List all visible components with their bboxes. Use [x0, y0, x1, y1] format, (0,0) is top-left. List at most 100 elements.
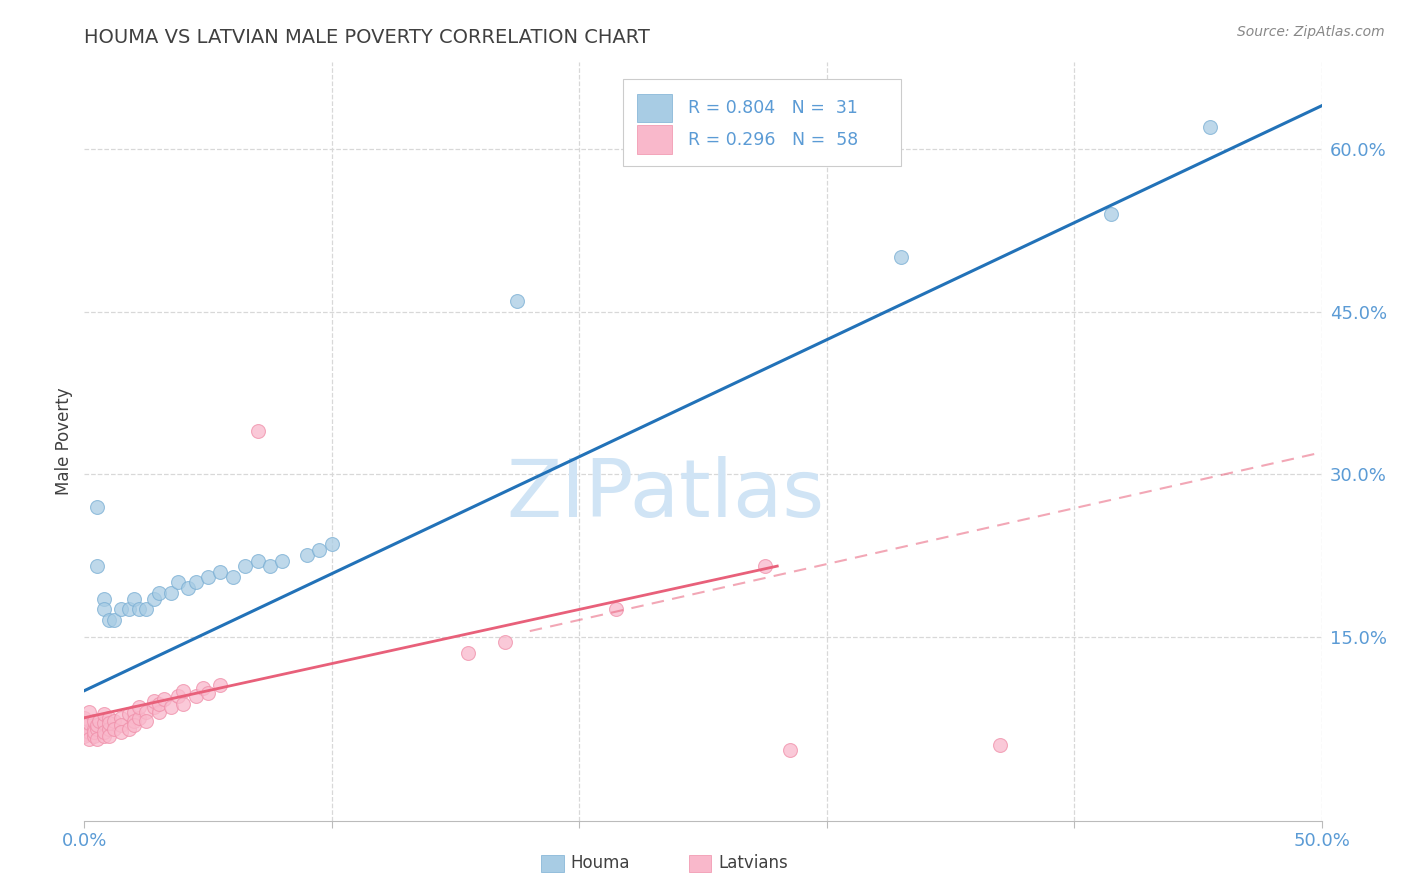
Point: [148, 697, 170, 711]
Point: [103, 722, 125, 736]
Point: [93, 602, 115, 616]
Point: [110, 724, 132, 739]
Point: [122, 718, 145, 732]
Point: [122, 591, 145, 606]
Point: [259, 559, 281, 574]
Point: [135, 714, 157, 728]
Point: [142, 591, 165, 606]
Point: [308, 542, 330, 557]
Point: [79, 732, 101, 747]
Point: [86, 500, 108, 514]
Point: [98, 716, 121, 731]
Point: [110, 718, 132, 732]
Point: [86, 718, 108, 732]
Point: [73, 711, 96, 725]
Point: [89, 714, 111, 728]
Point: [172, 697, 194, 711]
Point: [110, 711, 132, 725]
Point: [135, 706, 157, 720]
Point: [209, 678, 232, 692]
Point: [148, 586, 170, 600]
Point: [191, 681, 214, 696]
Point: [73, 729, 96, 743]
Point: [1199, 120, 1222, 135]
Point: [98, 613, 121, 627]
Point: [98, 722, 121, 736]
Point: [988, 738, 1011, 752]
Text: Source: ZipAtlas.com: Source: ZipAtlas.com: [1237, 25, 1385, 39]
Point: [110, 602, 132, 616]
Bar: [637, 126, 672, 154]
Point: [128, 711, 150, 725]
Point: [79, 724, 101, 739]
Point: [128, 699, 150, 714]
Point: [184, 575, 207, 590]
Point: [184, 689, 207, 703]
Point: [83, 724, 105, 739]
Point: [209, 565, 232, 579]
Point: [1099, 207, 1122, 221]
FancyBboxPatch shape: [623, 79, 901, 166]
Point: [79, 706, 101, 720]
Point: [118, 707, 141, 722]
Point: [135, 602, 157, 616]
Point: [148, 706, 170, 720]
Point: [118, 722, 141, 736]
Text: Houma: Houma: [571, 855, 630, 872]
Point: [83, 722, 105, 736]
Point: [457, 646, 479, 660]
Point: [246, 554, 269, 568]
Point: [86, 559, 108, 574]
Text: R = 0.804   N =  31: R = 0.804 N = 31: [688, 99, 858, 117]
Point: [160, 699, 183, 714]
Point: [83, 729, 105, 743]
Point: [142, 699, 165, 714]
Point: [103, 613, 125, 627]
Text: R = 0.296   N =  58: R = 0.296 N = 58: [688, 131, 859, 149]
Point: [172, 683, 194, 698]
Text: Latvians: Latvians: [718, 855, 789, 872]
Point: [93, 591, 115, 606]
Point: [93, 729, 115, 743]
Text: HOUMA VS LATVIAN MALE POVERTY CORRELATION CHART: HOUMA VS LATVIAN MALE POVERTY CORRELATIO…: [84, 28, 650, 47]
Point: [142, 694, 165, 708]
Point: [103, 714, 125, 728]
Point: [167, 689, 190, 703]
Point: [197, 686, 219, 700]
Point: [506, 293, 529, 308]
Point: [122, 706, 145, 720]
Point: [98, 729, 121, 743]
Point: [779, 743, 801, 757]
Point: [197, 570, 219, 584]
Point: [118, 602, 141, 616]
Point: [93, 724, 115, 739]
Point: [167, 575, 190, 590]
Point: [246, 424, 269, 438]
Point: [83, 714, 105, 728]
Point: [321, 537, 343, 551]
Point: [86, 732, 108, 747]
Point: [295, 548, 318, 563]
Point: [271, 554, 294, 568]
Point: [222, 570, 245, 584]
Point: [152, 692, 174, 706]
Point: [93, 707, 115, 722]
Point: [605, 602, 627, 616]
Point: [233, 559, 256, 574]
Point: [494, 635, 516, 649]
Bar: [637, 94, 672, 122]
Point: [93, 716, 115, 731]
Point: [754, 559, 776, 574]
Point: [128, 602, 150, 616]
Point: [79, 716, 101, 731]
Text: ZIPatlas: ZIPatlas: [506, 456, 825, 533]
Point: [73, 718, 96, 732]
Point: [890, 251, 912, 265]
Point: [98, 711, 121, 725]
Point: [73, 727, 96, 741]
Point: [122, 714, 145, 728]
Point: [177, 581, 200, 595]
Y-axis label: Male Poverty: Male Poverty: [55, 388, 73, 495]
Point: [86, 722, 108, 736]
Point: [160, 586, 183, 600]
